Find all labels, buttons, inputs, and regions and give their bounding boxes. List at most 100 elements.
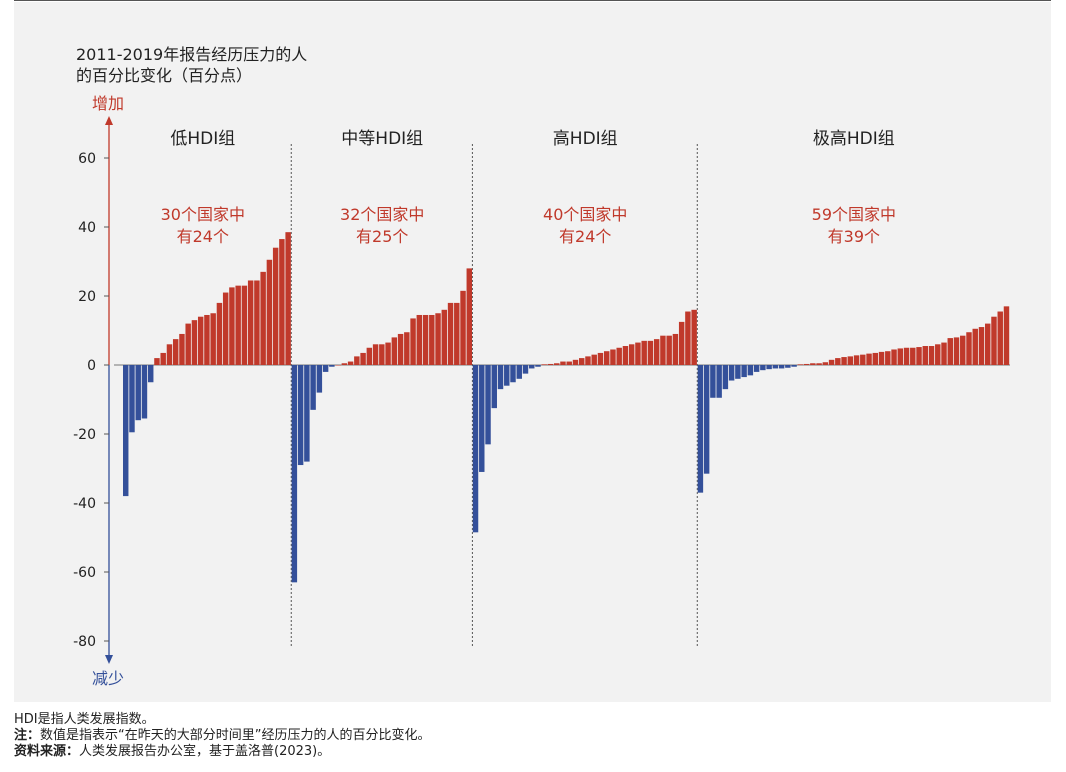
- bar: [322, 365, 329, 372]
- bar: [379, 344, 385, 365]
- bar: [672, 333, 679, 365]
- bar: [235, 285, 241, 365]
- bar: [166, 344, 173, 365]
- bar: [766, 365, 772, 370]
- group-annotation: 30个国家中: [161, 205, 245, 224]
- bar: [285, 232, 291, 365]
- bar: [172, 339, 179, 366]
- bar: [541, 364, 547, 365]
- bar: [366, 347, 373, 365]
- bar: [666, 335, 672, 366]
- bar: [685, 311, 691, 365]
- bar: [578, 358, 585, 365]
- bar: [566, 361, 572, 365]
- bar: [454, 302, 460, 365]
- bar: [385, 342, 391, 365]
- bar: [441, 309, 448, 365]
- group-annotation: 59个国家中: [812, 205, 896, 224]
- bar: [204, 314, 210, 366]
- note-main: 注：数值是指表示“在昨天的大部分时间里”经历压力的人的百分比变化。: [14, 728, 431, 744]
- bar: [797, 364, 804, 365]
- y-tick-label: -40: [73, 496, 96, 512]
- group-label: 中等HDI组: [341, 129, 423, 149]
- bar: [422, 314, 429, 366]
- bar: [547, 363, 554, 365]
- bar: [866, 353, 872, 365]
- bar: [222, 292, 229, 365]
- chart-title-line-1: 2011-2019年报告经历压力的人: [76, 45, 307, 64]
- bar: [591, 354, 597, 365]
- bar: [747, 365, 754, 376]
- y-tick-label: -60: [73, 565, 96, 581]
- bar: [410, 318, 416, 366]
- bar: [123, 365, 129, 497]
- bar: [1003, 306, 1010, 365]
- axis-up-label: 增加: [92, 94, 124, 113]
- bar: [928, 346, 935, 365]
- bar: [803, 363, 810, 365]
- group-annotation: 有24个: [559, 227, 611, 246]
- group-label: 极高HDI组: [813, 129, 895, 149]
- bar: [910, 347, 916, 365]
- bar: [947, 338, 953, 365]
- bar: [853, 355, 860, 365]
- bar: [260, 271, 266, 365]
- bar: [597, 352, 604, 366]
- bar: [397, 333, 404, 365]
- bar: [691, 309, 697, 365]
- y-tick-label: 20: [78, 289, 96, 305]
- bar: [985, 323, 991, 365]
- bar: [354, 356, 360, 366]
- bar: [847, 356, 854, 366]
- y-tick-label: -80: [73, 634, 96, 650]
- bar: [229, 287, 235, 366]
- bar: [897, 348, 904, 365]
- group-annotation: 有25个: [356, 227, 408, 246]
- bar: [585, 356, 591, 366]
- chart-title-line-2: 的百分比变化（百分点）: [76, 66, 252, 85]
- bar: [966, 332, 972, 365]
- bar: [416, 314, 423, 366]
- bar: [741, 365, 747, 378]
- bar: [247, 280, 254, 366]
- bar: [310, 365, 316, 410]
- group-label: 高HDI组: [553, 129, 618, 149]
- bar: [903, 347, 910, 365]
- chart: 2011-2019年报告经历压力的人 的百分比变化（百分点） 增加 减少 60 4…: [73, 45, 1010, 688]
- note-text: 数值是指表示“在昨天的大部分时间里”经历压力的人的百分比变化。: [40, 728, 431, 743]
- bar: [710, 365, 716, 398]
- bar: [822, 362, 829, 365]
- group-annotation: 40个国家中: [543, 205, 627, 224]
- bar: [678, 321, 685, 366]
- bar: [835, 358, 841, 365]
- group-label: 低HDI组: [170, 129, 235, 149]
- bar: [347, 361, 354, 365]
- bar: [360, 352, 366, 366]
- bar: [160, 352, 166, 366]
- bar: [372, 344, 379, 365]
- bar: [335, 365, 341, 366]
- bar: [935, 344, 941, 365]
- y-tick-label: 40: [78, 220, 96, 236]
- note-hdi-text: HDI是指人类发展指数。: [14, 712, 155, 727]
- bar: [447, 302, 454, 365]
- bar: [147, 365, 154, 383]
- bar: [522, 365, 529, 374]
- bar: [466, 268, 473, 365]
- bar: [341, 363, 348, 365]
- bar: [728, 365, 735, 381]
- bar: [135, 365, 141, 421]
- bar: [129, 365, 135, 433]
- bar: [622, 346, 629, 365]
- bar: [429, 314, 435, 366]
- bar: [891, 349, 897, 366]
- group-annotation: 有39个: [828, 227, 880, 246]
- bar: [329, 365, 335, 367]
- bar: [810, 363, 816, 365]
- bar: [529, 365, 535, 369]
- source-label: 资料来源：: [14, 744, 80, 759]
- bar: [647, 340, 654, 365]
- bar: [641, 340, 647, 365]
- bar: [516, 365, 522, 379]
- bar: [316, 365, 323, 393]
